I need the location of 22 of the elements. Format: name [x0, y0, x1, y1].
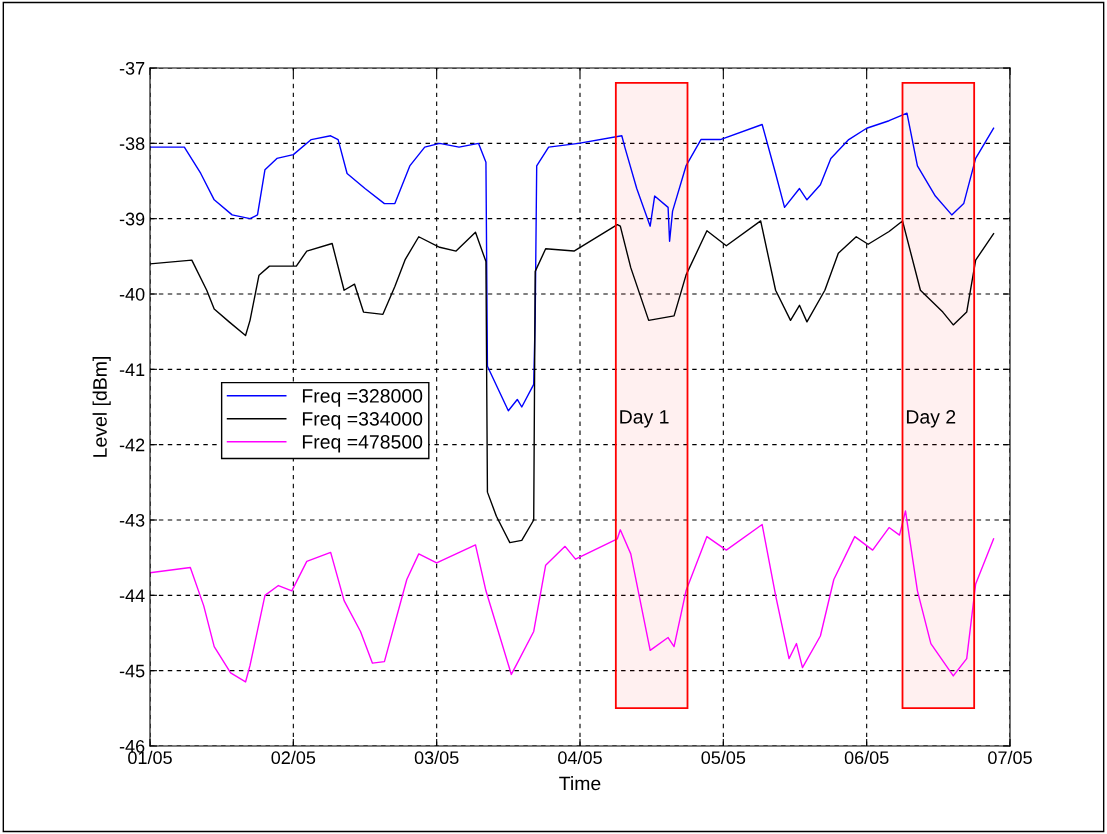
y-axis-title: Level [dBm] — [92, 357, 111, 457]
y-tick-label: -42 — [119, 438, 145, 452]
x-tick-label: 05/05 — [701, 750, 746, 765]
y-tick-label: -37 — [119, 61, 145, 75]
band-label: Day 2 — [906, 409, 956, 428]
x-tick-label: 06/05 — [844, 750, 889, 765]
x-tick-label: 03/05 — [414, 750, 459, 765]
x-tick-label: 02/05 — [271, 750, 316, 765]
legend-label: Freq =334000 — [302, 412, 423, 430]
legend-label: Freq =478500 — [302, 435, 423, 453]
y-tick-label: -39 — [119, 212, 145, 226]
y-tick-label: -44 — [119, 589, 145, 602]
x-tick-label: 04/05 — [558, 750, 602, 765]
y-tick-label: -41 — [119, 363, 145, 376]
band-label: Day 1 — [620, 410, 669, 428]
x-tick-label: 07/05 — [988, 750, 1032, 765]
y-tick-label: -45 — [119, 664, 145, 678]
y-tick-label: -43 — [119, 513, 145, 527]
y-tick-label: -40 — [119, 287, 145, 301]
legend-label: Freq =328000 — [302, 389, 423, 407]
y-tick-label: -38 — [119, 137, 145, 151]
x-axis-title: Time — [559, 776, 601, 791]
